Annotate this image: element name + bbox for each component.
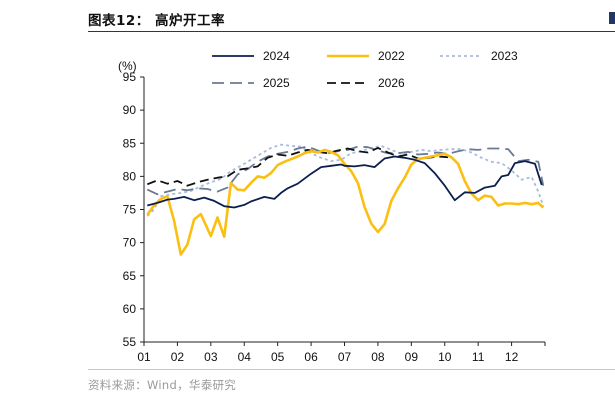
series-line-2026 xyxy=(146,146,449,187)
y-axis-unit-label: (%) xyxy=(118,59,137,73)
x-tick-label: 01 xyxy=(137,350,151,364)
x-tick-label: 05 xyxy=(271,350,285,364)
chart-series-lines xyxy=(146,143,545,256)
y-tick-label: 85 xyxy=(123,136,137,150)
series-line-2025 xyxy=(146,145,545,196)
chart-legend: 2024 2022 2023 2025 2026 xyxy=(212,49,518,90)
footer-divider xyxy=(88,369,615,370)
y-tick-label: 65 xyxy=(123,269,137,283)
x-tick-label: 04 xyxy=(238,350,252,364)
y-tick-label: 55 xyxy=(123,335,137,349)
series-line-2024 xyxy=(147,155,543,209)
blast-furnace-utilization-chart: 55 60 65 70 75 80 85 90 95 01 02 03 04 05 06 07 08 09 10 1… xyxy=(118,49,546,364)
y-tick-label: 75 xyxy=(123,203,137,217)
x-tick-label: 08 xyxy=(371,350,385,364)
x-axis-ticks: 01 02 03 04 05 06 07 08 09 10 11 12 xyxy=(137,342,546,364)
adjacent-figure-marker xyxy=(609,12,615,24)
source-note: 资料来源：Wind，华泰研究 xyxy=(88,378,237,392)
x-tick-label: 11 xyxy=(472,350,485,364)
y-tick-label: 90 xyxy=(123,103,137,117)
y-tick-label: 70 xyxy=(123,236,137,250)
y-tick-label: 95 xyxy=(123,70,137,84)
legend-label-2023: 2023 xyxy=(491,49,518,63)
x-tick-label: 06 xyxy=(304,350,318,364)
x-tick-label: 07 xyxy=(338,350,352,364)
y-axis-ticks: 55 60 65 70 75 80 85 90 95 xyxy=(123,70,144,349)
legend-label-2022: 2022 xyxy=(378,49,405,63)
series-line-2022 xyxy=(146,148,545,256)
legend-label-2026: 2026 xyxy=(378,76,405,90)
legend-label-2025: 2025 xyxy=(263,76,290,90)
chart-axes xyxy=(143,77,545,343)
y-tick-label: 60 xyxy=(123,302,137,316)
x-tick-label: 02 xyxy=(171,350,185,364)
series-line-2023 xyxy=(146,143,545,217)
x-tick-label: 03 xyxy=(204,350,218,364)
x-tick-label: 09 xyxy=(405,350,419,364)
figure-title: 图表12： 高炉开工率 xyxy=(88,13,225,29)
y-tick-label: 80 xyxy=(123,169,137,183)
title-divider xyxy=(88,31,615,32)
legend-label-2024: 2024 xyxy=(263,49,290,63)
x-tick-label: 10 xyxy=(438,350,452,364)
x-tick-label: 12 xyxy=(505,350,519,364)
